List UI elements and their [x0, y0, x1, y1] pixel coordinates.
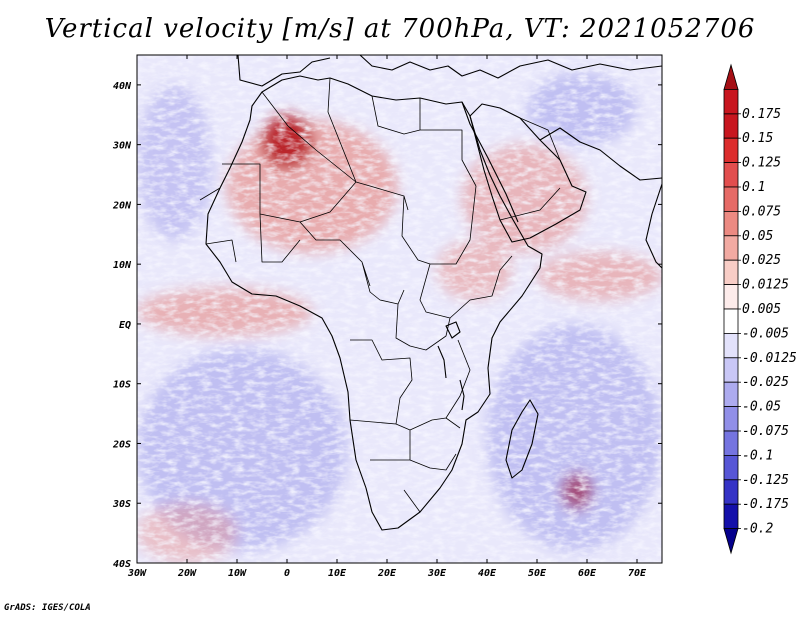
lon-tick-label: 60E — [578, 568, 597, 579]
arabia-coastline — [469, 103, 587, 243]
colorbar-swatch — [723, 186, 739, 212]
colorbar-swatch — [723, 235, 739, 261]
colorbar-top-arrow — [723, 63, 739, 90]
chart-title: Vertical velocity [m/s] at 700hPa, VT: 2… — [44, 14, 756, 44]
grads-credit: GrADS: IGES/COLA — [4, 603, 91, 613]
colorbar-level-label: -0.0125 — [742, 351, 797, 366]
colorbar-swatch — [723, 332, 739, 359]
colorbar-level-label: -0.025 — [742, 375, 789, 390]
lon-tick-label: 50E — [528, 568, 547, 579]
colorbar-bottom-arrow — [723, 528, 739, 555]
colorbar-swatch — [723, 284, 739, 310]
iberia-coastline — [237, 55, 331, 87]
colorbar-level-label: -0.2 — [742, 522, 773, 537]
iran-coastline — [539, 127, 662, 181]
colorbar-swatch — [723, 162, 739, 188]
colorbar-level-label: -0.075 — [742, 424, 789, 439]
field-texture — [137, 55, 662, 563]
lon-tick-label: 10E — [328, 568, 347, 579]
lon-tick-label: 20E — [377, 568, 397, 579]
colorbar-level-label: 0.15 — [742, 131, 773, 146]
country-borders — [199, 77, 561, 513]
colorbar-swatch — [723, 381, 739, 408]
colorbar-swatch — [723, 259, 739, 286]
colorbar-level-label: 0.125 — [742, 156, 781, 171]
colorbar-level-label: 0.025 — [742, 253, 781, 268]
colorbar-level-label: 0.075 — [742, 204, 781, 219]
colorbar-swatch — [723, 430, 739, 456]
lake-tanganyika — [437, 345, 447, 379]
colorbar-level-label: -0.1 — [742, 448, 773, 463]
red-sea — [461, 101, 519, 223]
colorbar-swatch — [723, 406, 739, 432]
europe-coastline — [359, 55, 662, 79]
colorbar-swatch — [723, 454, 739, 481]
latitude-axis: 40N 30N 20N 10N EQ 10S 20S 30S 40S — [112, 81, 662, 570]
colorbar-level-label: -0.125 — [742, 473, 789, 488]
colorbar-swatch — [723, 137, 739, 163]
colorbar-swatch — [723, 308, 739, 334]
africa-coastline — [205, 75, 543, 531]
lat-tick-label: 20S — [112, 439, 131, 450]
colorbar-level-label: -0.175 — [742, 497, 789, 512]
colorbar-swatch — [723, 479, 739, 505]
lon-tick-label: 40E — [478, 568, 497, 579]
lat-tick-label: 30S — [112, 499, 131, 510]
lon-tick-label: 70E — [628, 568, 647, 579]
colorbar-level-label: -0.05 — [742, 400, 781, 415]
colorbar-level-label: -0.005 — [742, 326, 789, 341]
lake-malawi — [459, 379, 465, 411]
colorbar-swatch — [723, 503, 739, 530]
colorbar-level-label: 0.05 — [742, 229, 773, 244]
colorbar-swatch — [723, 210, 739, 237]
lake-victoria — [445, 321, 461, 339]
coastlines-and-borders — [199, 55, 662, 531]
map-frame — [136, 54, 663, 564]
lon-tick-label: 0 — [284, 568, 290, 579]
colorbar-swatch — [723, 89, 739, 115]
colorbar-swatch — [723, 357, 739, 383]
vertical-velocity-field — [137, 55, 662, 563]
colorbar-swatch — [723, 113, 739, 139]
lon-tick-label: 30E — [427, 568, 447, 579]
lat-tick-label: EQ — [119, 320, 131, 331]
colorbar-level-label: 0.1 — [742, 180, 765, 195]
colorbar-level-label: 0.0125 — [742, 278, 789, 293]
madagascar-coastline — [505, 399, 539, 479]
lat-tick-label: 30N — [112, 141, 132, 152]
colorbar: 0.175 0.15 0.125 0.1 0.075 0.05 0.025 0.0125 0.0… — [723, 63, 797, 555]
colorbar-level-label: 0.175 — [742, 107, 781, 122]
lon-tick-label: 20W — [177, 568, 197, 579]
lat-tick-label: 40N — [113, 81, 132, 92]
lat-tick-label: 10N — [113, 260, 132, 271]
lat-tick-label: 40S — [113, 559, 131, 570]
lat-tick-label: 20N — [112, 200, 132, 211]
lon-tick-label: 10W — [228, 568, 247, 579]
longitude-axis: 30W 20W 10W 0 10E 20E 30E 40E 50E 60E 70E — [127, 55, 647, 579]
colorbar-level-label: 0.005 — [742, 302, 781, 317]
lon-tick-label: 30W — [127, 568, 147, 579]
lat-tick-label: 10S — [113, 380, 131, 391]
